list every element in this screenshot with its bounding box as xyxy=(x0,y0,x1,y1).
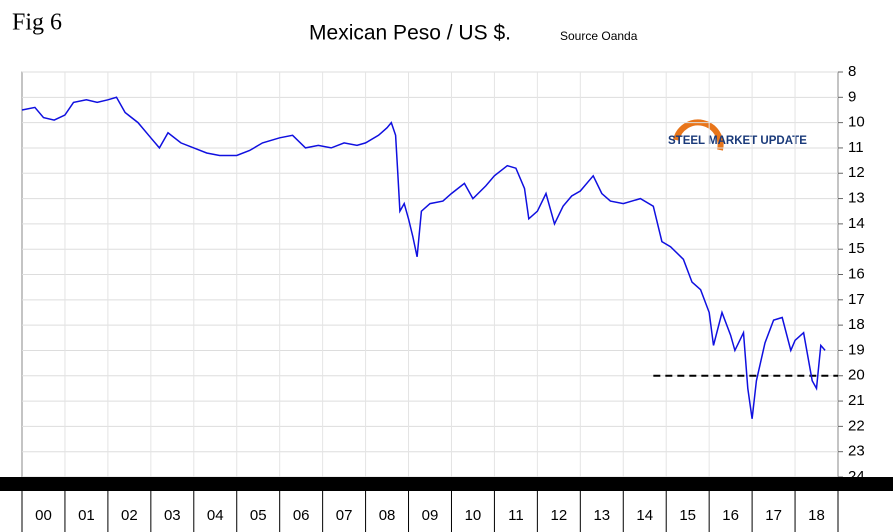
y-tick-label: 8 xyxy=(848,63,856,80)
x-tick-label: 03 xyxy=(164,507,181,524)
x-tick-label: 06 xyxy=(293,507,310,524)
y-tick-label: 21 xyxy=(848,392,865,409)
y-tick-label: 12 xyxy=(848,164,865,181)
x-tick-label: 02 xyxy=(121,507,138,524)
y-tick-label: 13 xyxy=(848,190,865,207)
x-tick-label: 07 xyxy=(336,507,353,524)
x-tick-label: 05 xyxy=(250,507,267,524)
chart-subtitle: Source Oanda xyxy=(560,29,638,43)
y-tick-label: 22 xyxy=(848,417,865,434)
y-tick-label: 19 xyxy=(848,341,865,358)
x-tick-label: 16 xyxy=(722,507,739,524)
y-tick-label: 11 xyxy=(848,139,864,156)
logo: STEEL MARKET UPDATE xyxy=(668,135,807,147)
y-tick-label: 14 xyxy=(848,215,865,232)
x-tick-label: 01 xyxy=(78,507,95,524)
y-tick-label: 23 xyxy=(848,443,865,460)
y-tick-label: 10 xyxy=(848,114,865,131)
y-tick-label: 9 xyxy=(848,88,856,105)
x-tick-label: 18 xyxy=(808,507,825,524)
x-tick-label: 04 xyxy=(207,507,224,524)
y-tick-label: 17 xyxy=(848,291,865,308)
y-tick-label: 20 xyxy=(848,367,865,384)
x-tick-label: 13 xyxy=(593,507,610,524)
y-tick-label: 18 xyxy=(848,316,865,333)
x-tick-label: 15 xyxy=(679,507,696,524)
line-series xyxy=(21,96,826,419)
x-tick-label: 12 xyxy=(550,507,567,524)
x-tick-label: 11 xyxy=(508,507,524,524)
fig-label: Fig 6 xyxy=(12,10,62,36)
x-tick-label: 17 xyxy=(765,507,782,524)
y-tick-label: 16 xyxy=(848,265,865,282)
x-tick-label: 10 xyxy=(465,507,482,524)
x-tick-label: 08 xyxy=(379,507,396,524)
y-tick-label: 15 xyxy=(848,240,865,257)
chart-title: Mexican Peso / US $. xyxy=(309,22,511,45)
x-tick-label: 09 xyxy=(422,507,439,524)
x-tick-label: 14 xyxy=(636,507,653,524)
x-axis-bar xyxy=(0,477,893,491)
x-tick-label: 00 xyxy=(35,507,52,524)
